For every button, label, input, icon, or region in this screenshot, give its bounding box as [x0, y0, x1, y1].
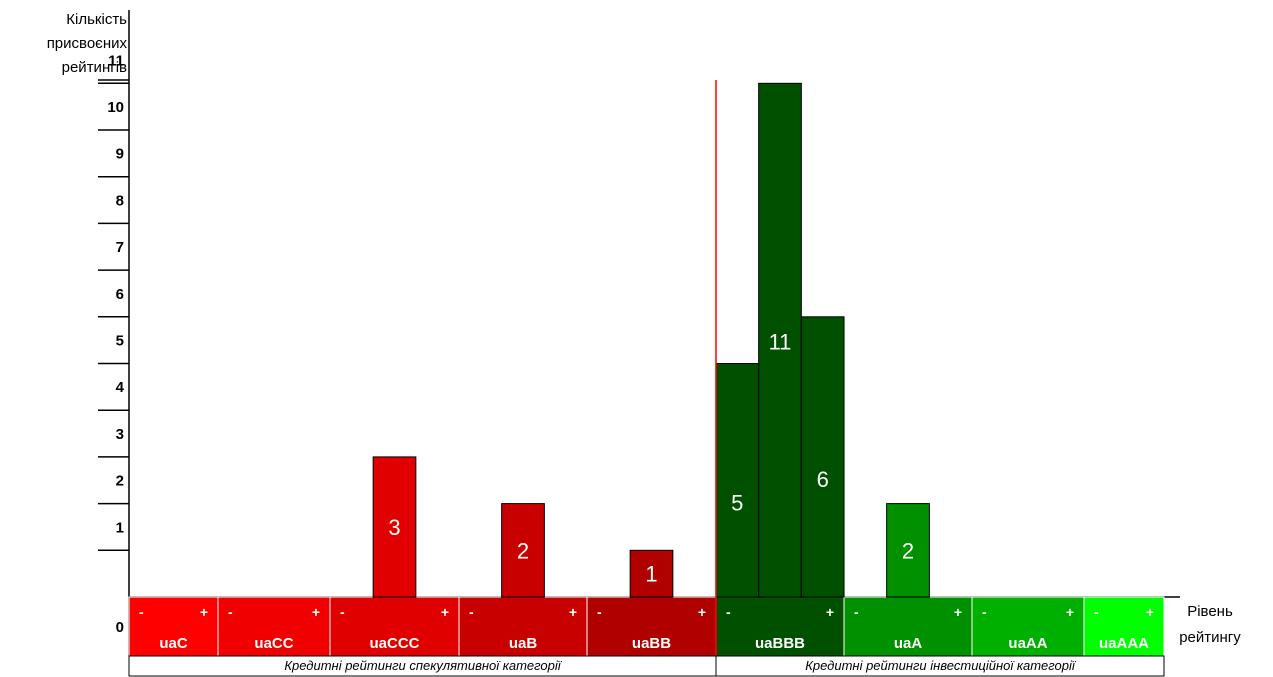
grade-plus-label: + [312, 604, 320, 620]
grade-cell-uaC [128, 596, 219, 657]
y-tick-label: 9 [116, 146, 124, 163]
grade-cell-uaAAA [1083, 596, 1165, 657]
category-label: Кредитні рейтинги інвестиційної категорі… [805, 658, 1077, 673]
grade-minus-label: - [1094, 604, 1099, 620]
bar-uaA [886, 503, 930, 598]
grade-minus-label: - [982, 604, 987, 620]
y-axis-title-line: Кількість [66, 11, 127, 28]
grade-plus-label: + [954, 604, 962, 620]
y-tick-label: 6 [116, 286, 124, 303]
grade-label: uaC [159, 635, 188, 652]
grade-minus-label: - [139, 604, 144, 620]
y-axis-title-line: рейтингів [62, 59, 127, 76]
axis-titles: Кількість присвоєних рейтингів Рівень рейтин… [47, 11, 1242, 646]
y-axis-title-line: присвоєних [47, 35, 128, 52]
category-boxes: Кредитні рейтинги спекулятивної категорі… [128, 655, 1165, 677]
x-axis-title-line: Рівень [1187, 603, 1233, 620]
bar-uaBBB-minus [715, 363, 760, 598]
bar-uaBBB [758, 82, 802, 598]
bar-value-label: 6 [817, 467, 829, 492]
y-tick-label: 7 [116, 239, 124, 256]
grade-plus-label: + [200, 604, 208, 620]
y-tick-label: 8 [116, 192, 124, 209]
y-tick-label: 1 [116, 519, 124, 536]
grade-label: uaAAA [1099, 635, 1149, 652]
category-box [715, 655, 1165, 677]
bars: 3 2 1 5 11 6 2 [372, 80, 930, 656]
grade-cell-uaBB [586, 596, 717, 657]
grade-minus-label: - [597, 604, 602, 620]
bar-value-label: 5 [731, 490, 743, 515]
y-tick-label: 11 [108, 52, 124, 69]
grade-label: uaAA [1008, 635, 1047, 652]
grade-minus-label: - [340, 604, 345, 620]
bar-uaBBB-plus [800, 316, 845, 598]
bar-value-label: 11 [769, 329, 792, 354]
grade-minus-label: - [854, 604, 859, 620]
grade-label: uaB [509, 635, 538, 652]
x-axis-title-line: рейтингу [1179, 629, 1241, 646]
grade-plus-label: + [698, 604, 706, 620]
bar-value-label: 1 [645, 562, 657, 587]
y-tick-label: 10 [107, 99, 124, 116]
bar-uaBB [629, 549, 674, 598]
grade-minus-label: - [228, 604, 233, 620]
grade-plus-label: + [441, 604, 449, 620]
bar-value-label: 2 [902, 538, 914, 563]
grade-minus-label: - [726, 604, 731, 620]
grade-plus-label: + [1146, 604, 1154, 620]
grade-label: uaBBB [755, 635, 805, 652]
grade-plus-label: + [826, 604, 834, 620]
grade-label: uaCCC [369, 635, 419, 652]
y-tick-label: 5 [116, 333, 124, 350]
bar-uaCCC [372, 456, 417, 598]
y-tick-label: 2 [116, 473, 124, 490]
bar-uaB [501, 503, 545, 598]
bar-value-label: 2 [517, 538, 529, 563]
y-tick-label: 3 [116, 426, 124, 443]
grade-strip: - +uaC- +uaCC- +uaCCC- +uaB- +uaBB- +uaBBB- +ua… [128, 596, 1165, 657]
grade-label: uaCC [254, 635, 293, 652]
grade-plus-label: + [569, 604, 577, 620]
grade-cell-uaCC [217, 596, 331, 657]
bar-value-label: 3 [388, 515, 400, 540]
category-label: Кредитні рейтинги спекулятивної категорі… [284, 658, 562, 673]
grade-plus-label: + [1066, 604, 1074, 620]
grade-label: uaBB [632, 635, 671, 652]
grade-label: uaA [894, 635, 923, 652]
grade-cell-uaAA [971, 596, 1085, 657]
grade-minus-label: - [469, 604, 474, 620]
y-tick-label: 0 [116, 619, 124, 636]
y-tick-label: 4 [116, 379, 125, 396]
